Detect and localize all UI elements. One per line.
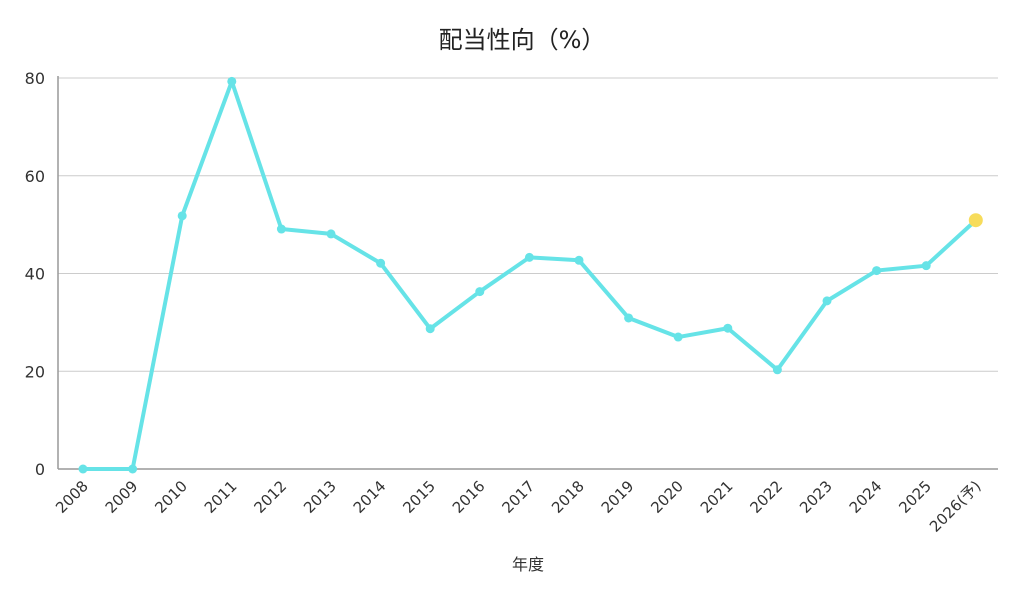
y-tick-label: 0 (35, 460, 45, 479)
series-layer (78, 76, 983, 474)
x-tick-label: 2022 (746, 477, 786, 517)
data-point (872, 266, 882, 276)
data-point (475, 287, 485, 297)
data-point (921, 261, 931, 271)
data-point (128, 464, 138, 474)
x-tick-label: 2020 (647, 477, 687, 517)
data-point (376, 258, 386, 268)
data-point (822, 296, 832, 306)
x-axis-label: 年度 (512, 555, 544, 574)
x-tick-label: 2017 (498, 477, 538, 517)
data-point (574, 255, 584, 265)
data-point (524, 252, 534, 262)
x-tick-label: 2024 (846, 477, 886, 517)
data-point (673, 332, 683, 342)
y-axis-ticks: 0 20 40 60 80 (25, 69, 45, 479)
y-tick-label: 80 (25, 69, 45, 88)
forecast-point (968, 213, 983, 228)
x-tick-label: 2015 (399, 477, 439, 517)
data-point (276, 224, 286, 234)
y-tick-label: 40 (25, 265, 45, 284)
data-point (425, 324, 435, 334)
y-tick-label: 60 (25, 167, 45, 186)
x-tick-label: 2019 (598, 477, 638, 517)
grid-layer (57, 76, 998, 470)
x-tick-label: 2011 (201, 477, 241, 517)
x-tick-label: 2009 (102, 477, 142, 517)
data-point (326, 229, 336, 239)
data-point (78, 464, 88, 474)
x-tick-label: 2014 (350, 477, 390, 517)
x-tick-label: 2016 (449, 477, 489, 517)
x-tick-label: 2023 (796, 477, 836, 517)
series-line (81, 79, 978, 471)
data-point (772, 365, 782, 375)
data-point (723, 323, 733, 333)
data-point (227, 76, 237, 86)
x-axis-ticks: 2008 2009 2010 2011 2012 2013 2014 2015 2016 2017… (52, 477, 985, 536)
x-tick-label: 2008 (52, 477, 92, 517)
data-point (177, 211, 187, 221)
x-tick-label: 2026(予) (926, 477, 985, 536)
x-tick-label: 2021 (697, 477, 737, 517)
x-tick-label: 2010 (151, 477, 191, 517)
x-tick-label: 2013 (300, 477, 340, 517)
x-tick-label: 2012 (250, 477, 290, 517)
y-tick-label: 20 (25, 362, 45, 381)
data-point (624, 313, 634, 323)
x-tick-label: 2018 (548, 477, 588, 517)
chart-title: 配当性向（%） (439, 26, 606, 54)
x-tick-label: 2025 (895, 477, 935, 517)
